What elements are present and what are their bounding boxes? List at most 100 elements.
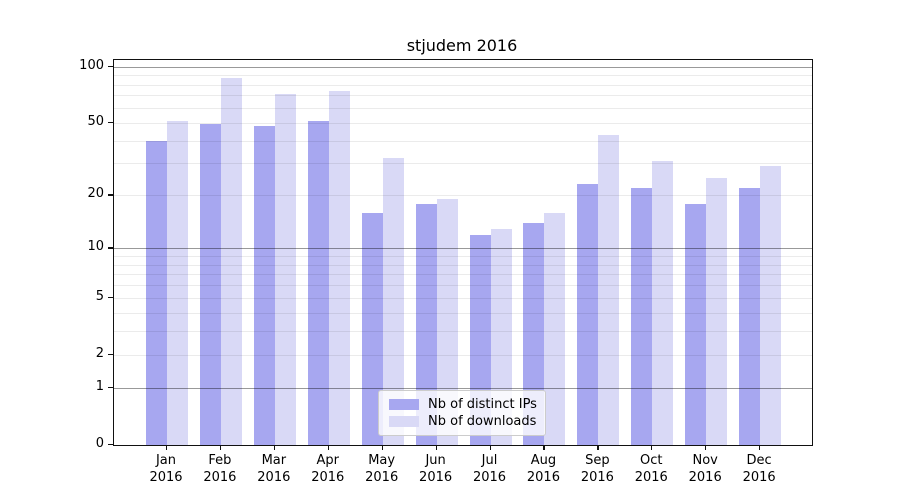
- y-tick-mark-20: [108, 194, 113, 196]
- x-tick-mark-jun: [435, 445, 437, 450]
- y-tick-label-100: 100: [79, 57, 104, 73]
- downloads-bar-dec: [760, 166, 782, 445]
- distinct-ips-bar-jun: [415, 203, 437, 445]
- x-tick-year: 2016: [311, 470, 345, 485]
- y-tick-mark-5: [108, 297, 113, 299]
- gridline-minor-9: [114, 256, 812, 258]
- downloads-bar-oct: [652, 160, 674, 445]
- x-tick-mark-nov: [705, 445, 707, 450]
- gridline-minor-60: [114, 107, 812, 109]
- x-tick-month: Apr: [316, 453, 340, 468]
- gridline-minor-3: [114, 331, 812, 333]
- x-tick-year: 2016: [526, 470, 560, 485]
- downloads-bar-aug: [544, 212, 566, 445]
- x-tick-mark-jul: [489, 445, 491, 450]
- gridline-minor-70: [114, 95, 812, 97]
- x-tick-year: 2016: [149, 470, 183, 485]
- y-tick-label-50: 50: [87, 113, 104, 129]
- x-tick-year: 2016: [257, 470, 291, 485]
- x-tick-label-jun: Jun 2016: [408, 452, 464, 486]
- gridline-minor-50: [114, 122, 812, 124]
- x-tick-month: Jun: [425, 453, 446, 468]
- x-tick-month: Sep: [585, 453, 610, 468]
- downloads-bar-nov: [706, 177, 728, 445]
- distinct-ips-bar-mar: [253, 125, 275, 445]
- legend: Nb of distinct IPs Nb of downloads: [378, 390, 546, 436]
- x-tick-month: Aug: [530, 453, 557, 468]
- x-tick-mark-feb: [219, 445, 222, 450]
- plot-area: Nb of distinct IPs Nb of downloads: [113, 59, 813, 446]
- x-tick-month: Dec: [746, 453, 772, 468]
- y-tick-mark-0: [108, 444, 113, 446]
- x-tick-mark-apr: [327, 445, 329, 450]
- x-tick-label-aug: Aug 2016: [515, 452, 571, 486]
- x-tick-month: Jan: [155, 453, 177, 468]
- x-tick-label-sep: Sep 2016: [569, 452, 625, 486]
- downloads-bar-feb: [220, 77, 242, 445]
- gridline-major-10: [114, 248, 812, 250]
- x-tick-mark-oct: [651, 445, 653, 450]
- y-tick-mark-1: [108, 387, 113, 389]
- gridline-minor-5: [114, 298, 812, 300]
- x-tick-month: Jul: [481, 453, 498, 468]
- y-tick-label-10: 10: [87, 239, 104, 255]
- distinct-ips-bar-feb: [199, 124, 221, 445]
- distinct-ips-bar-sep: [577, 184, 599, 445]
- x-tick-label-feb: Feb 2016: [192, 452, 248, 486]
- y-tick-label-20: 20: [87, 186, 104, 202]
- downloads-bar-may: [382, 158, 404, 445]
- x-tick-mark-aug: [543, 445, 545, 450]
- x-tick-mark-may: [381, 445, 383, 450]
- legend-label-0: Nb of distinct IPs: [428, 397, 537, 412]
- x-tick-year: 2016: [580, 470, 614, 485]
- y-tick-label-0: 0: [95, 436, 104, 451]
- legend-item-1: Nb of downloads: [385, 413, 539, 430]
- x-tick-label-oct: Oct 2016: [623, 452, 679, 486]
- x-tick-label-nov: Nov 2016: [677, 452, 733, 486]
- legend-item-0: Nb of distinct IPs: [385, 396, 539, 413]
- x-tick-label-jul: Jul 2016: [462, 452, 518, 486]
- gridline-minor-6: [114, 285, 812, 287]
- x-tick-label-apr: Apr 2016: [300, 452, 356, 486]
- x-tick-label-dec: Dec 2016: [731, 452, 787, 486]
- downloads-legend-swatch: [389, 416, 419, 427]
- x-tick-label-may: May 2016: [354, 452, 410, 486]
- y-tick-label-1: 1: [95, 379, 104, 395]
- x-tick-year: 2016: [688, 470, 722, 485]
- distinct-ips-bar-jan: [146, 140, 167, 445]
- x-tick-label-jan: Jan 2016: [138, 452, 194, 486]
- gridline-minor-7: [114, 274, 812, 276]
- x-tick-month: Mar: [261, 453, 287, 468]
- x-tick-label-mar: Mar 2016: [246, 452, 302, 486]
- downloads-bar-jun: [436, 199, 458, 445]
- y-tick-mark-100: [108, 65, 113, 67]
- x-tick-year: 2016: [203, 470, 237, 485]
- x-tick-year: 2016: [365, 470, 399, 485]
- downloads-bar-jan: [167, 121, 188, 445]
- downloads-bar-sep: [598, 134, 620, 445]
- gridline-major-1: [114, 388, 812, 390]
- y-tick-mark-10: [108, 247, 113, 249]
- y-tick-label-2: 2: [95, 345, 104, 361]
- legend-label-1: Nb of downloads: [428, 414, 537, 429]
- x-tick-month: Nov: [692, 453, 718, 468]
- y-tick-mark-50: [108, 121, 113, 123]
- downloads-bar-apr: [328, 91, 350, 445]
- x-tick-year: 2016: [419, 470, 453, 485]
- distinct-ips-bar-aug: [523, 222, 545, 445]
- x-tick-year: 2016: [634, 470, 668, 485]
- gridline-minor-30: [114, 163, 812, 165]
- distinct-ips-bar-apr: [307, 121, 329, 445]
- x-tick-month: May: [368, 453, 396, 468]
- gridline-minor-90: [114, 75, 812, 77]
- distinct-ips-legend-swatch: [389, 399, 419, 410]
- gridline-major-100: [114, 66, 812, 68]
- gridline-minor-8: [114, 264, 812, 266]
- gridline-minor-2: [114, 354, 812, 356]
- x-tick-year: 2016: [742, 470, 776, 485]
- x-tick-mark-sep: [597, 445, 599, 450]
- distinct-ips-bar-oct: [631, 187, 653, 445]
- y-tick-label-5: 5: [95, 289, 104, 305]
- x-tick-mark-jan: [166, 445, 168, 450]
